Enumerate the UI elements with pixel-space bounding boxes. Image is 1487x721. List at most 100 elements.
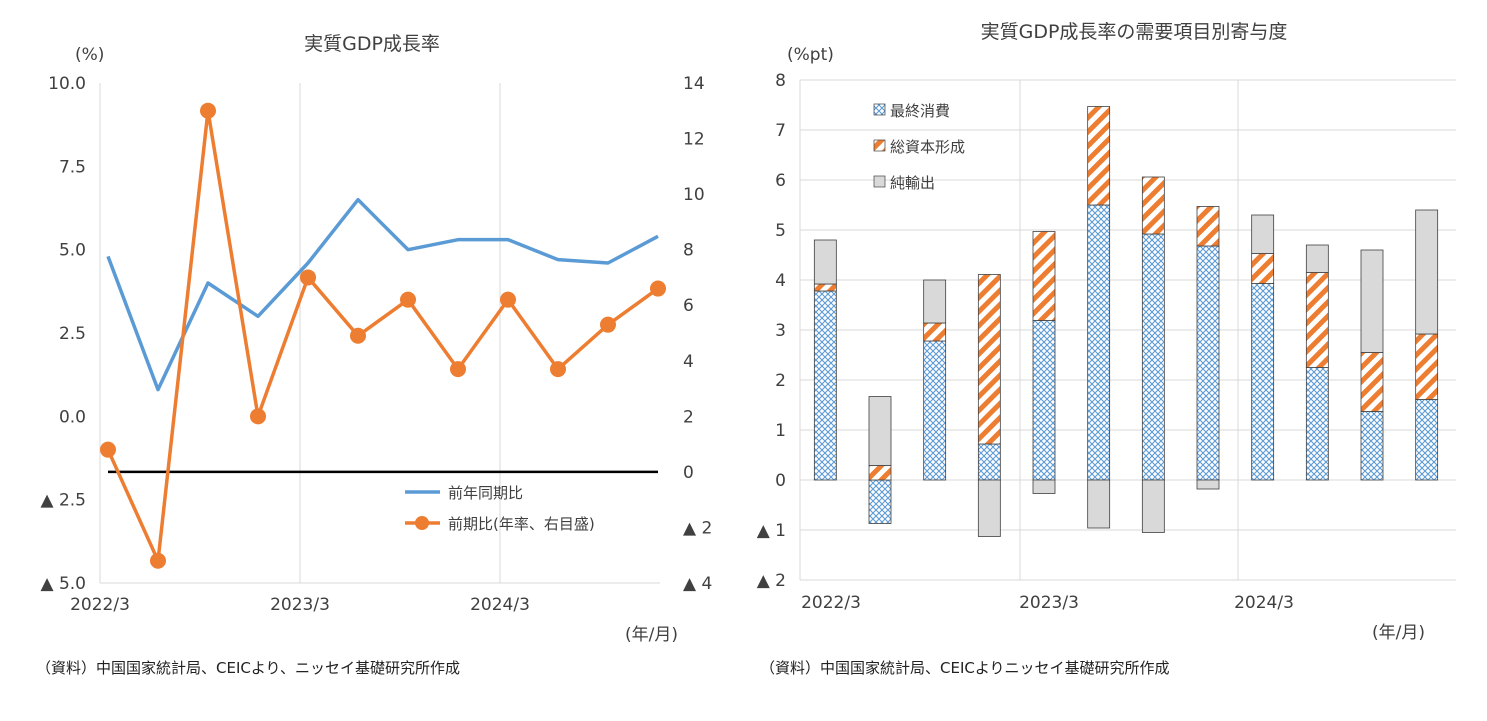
x-tick-label: 2024/3	[470, 595, 530, 615]
y-tick-label: 6	[775, 171, 786, 191]
data-point	[200, 102, 216, 119]
data-point	[150, 552, 166, 569]
bar-segment	[1196, 206, 1220, 247]
y-right-tick-label: 0	[683, 463, 694, 483]
bar-segment	[1141, 479, 1165, 533]
legend-label: 前期比(年率、右目盛)	[448, 515, 595, 533]
bar-segment	[1196, 479, 1220, 490]
data-point	[550, 361, 566, 378]
bar-segment	[1251, 283, 1275, 481]
x-tick-label: 2022/3	[70, 595, 130, 615]
bar-segment	[1360, 249, 1384, 353]
data-point	[450, 361, 466, 378]
data-point	[650, 280, 666, 297]
chart2-x-unit: (年/月)	[1372, 623, 1425, 643]
bar-segment	[1305, 272, 1329, 368]
y-tick-label: ▲ 1	[757, 521, 786, 541]
data-point	[100, 441, 116, 458]
y-left-tick-label: 7.5	[59, 157, 86, 177]
y-left-tick-label: 10.0	[48, 74, 86, 94]
bar-segment	[868, 465, 892, 481]
x-tick-label: 2022/3	[801, 593, 861, 613]
bar-segment	[1415, 399, 1439, 481]
bar-segment	[977, 443, 1001, 481]
y-tick-label: 4	[775, 271, 786, 291]
y-tick-label: 8	[775, 71, 786, 91]
legend-label: 総資本形成	[890, 138, 965, 156]
y-tick-label: ▲ 2	[757, 571, 786, 591]
chart2-left-unit: (%pt)	[787, 45, 834, 65]
bar-segment	[923, 322, 947, 342]
bar-segment	[1360, 352, 1384, 412]
y-right-tick-label: 12	[683, 130, 705, 150]
y-left-tick-label: 0.0	[59, 407, 86, 427]
data-point	[400, 291, 416, 308]
chart1-source: （資料）中国国家統計局、CEICより、ニッセイ基礎研究所作成	[36, 659, 460, 677]
bar-segment	[1415, 333, 1439, 400]
chart2-source: （資料）中国国家統計局、CEICよりニッセイ基礎研究所作成	[760, 659, 1170, 677]
y-tick-label: 7	[775, 121, 786, 141]
legend-label: 前年同期比	[448, 484, 523, 502]
bar-segment	[1141, 233, 1165, 481]
bar-segment	[1032, 231, 1056, 321]
bar-segment	[1087, 479, 1111, 529]
series-line	[106, 197, 659, 392]
chart1-left-unit: (%)	[75, 45, 104, 65]
bar-segment	[1032, 479, 1056, 494]
chart2-plot: 8 7 6 5 4 3 2 1 0 ▲ 1 ▲ 2 2022/3 2023/3 2024/3 最終消費総資本…	[757, 71, 1456, 613]
bar-segment	[1087, 204, 1111, 481]
bar-segment	[1141, 176, 1165, 235]
y-right-tick-label: 8	[683, 241, 694, 261]
y-right-tick-label: 2	[683, 407, 694, 427]
bar-segment	[813, 239, 837, 285]
data-point	[250, 408, 266, 425]
legend-marker	[415, 516, 429, 530]
bar-segment	[1251, 214, 1275, 254]
chart1-title: 実質GDP成長率	[304, 33, 440, 55]
bar-segment	[1032, 320, 1056, 481]
x-tick-label: 2023/3	[270, 595, 330, 615]
legend-swatch	[873, 175, 886, 188]
bar-segment	[1196, 245, 1220, 481]
bar-segment	[813, 290, 837, 481]
y-right-tick-label: 6	[683, 296, 694, 316]
bar-segment	[1360, 411, 1384, 481]
y-left-tick-label: ▲ 5.0	[40, 574, 86, 594]
bar-segment	[1305, 367, 1329, 481]
legend-swatch	[873, 139, 886, 152]
chart1-plot: 10.0 7.5 5.0 2.5 0.0 ▲ 2.5 ▲ 5.0 14 12 10 8 6 4 2 0 ▲ 2…	[40, 74, 712, 615]
legend-swatch	[873, 103, 886, 116]
chart1-x-unit: (年/月)	[625, 625, 678, 645]
x-tick-label: 2024/3	[1234, 593, 1294, 613]
y-right-tick-label: ▲ 2	[683, 518, 712, 538]
y-right-tick-label: 14	[683, 74, 705, 94]
legend-label: 最終消費	[890, 102, 950, 120]
bar-segment	[813, 283, 837, 292]
bar-segment	[868, 479, 892, 524]
y-right-tick-label: 4	[683, 352, 694, 372]
y-right-tick-label: 10	[683, 185, 705, 205]
y-tick-label: 5	[775, 221, 786, 241]
y-left-tick-label: 5.0	[59, 241, 86, 261]
data-point	[600, 316, 616, 333]
y-right-tick-label: ▲ 4	[683, 574, 712, 594]
data-point	[300, 269, 316, 286]
x-tick-label: 2023/3	[1019, 593, 1079, 613]
bar-segment	[1087, 106, 1111, 206]
data-point	[500, 291, 516, 308]
bar-segment	[977, 479, 1001, 537]
y-tick-label: 1	[775, 421, 786, 441]
y-left-tick-label: ▲ 2.5	[40, 491, 86, 511]
y-tick-label: 2	[775, 371, 786, 391]
y-tick-label: 3	[775, 321, 786, 341]
y-tick-label: 0	[775, 471, 786, 491]
chart2-title: 実質GDP成長率の需要項目別寄与度	[981, 21, 1288, 43]
bar-segment	[868, 396, 892, 466]
data-point	[350, 327, 366, 344]
bar-segment	[1415, 209, 1439, 335]
bar-segment	[923, 340, 947, 481]
bar-segment	[1305, 244, 1329, 273]
